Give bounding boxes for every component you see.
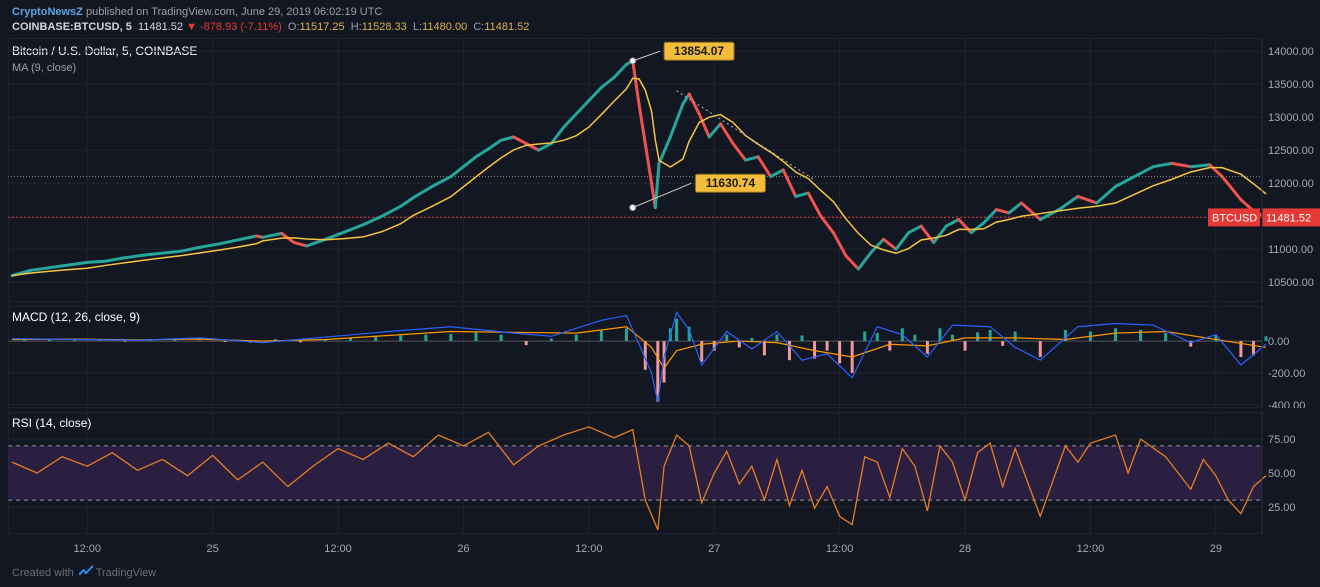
svg-text:13000.00: 13000.00	[1268, 112, 1314, 124]
rsi-pane-title: RSI (14, close)	[12, 416, 91, 430]
l-label: L:	[413, 21, 422, 33]
svg-text:26: 26	[457, 543, 469, 555]
svg-text:25: 25	[207, 543, 219, 555]
footer-credit: Created with TradingView	[12, 565, 156, 579]
svg-text:29: 29	[1210, 543, 1222, 555]
svg-text:25.00: 25.00	[1268, 502, 1296, 514]
svg-text:75.00: 75.00	[1268, 434, 1296, 446]
svg-text:11000.00: 11000.00	[1268, 244, 1313, 256]
ticker-interval: , 5	[120, 21, 132, 33]
svg-text:12:00: 12:00	[1077, 543, 1105, 555]
svg-text:13854.07: 13854.07	[674, 44, 724, 58]
ticker-line: COINBASE:BTCUSD, 5 11481.52 ▼ -878.93 (-…	[12, 21, 529, 33]
ticker-exchange: COINBASE:	[12, 21, 74, 33]
svg-text:50.00: 50.00	[1268, 468, 1296, 480]
c-value: 11481.52	[484, 21, 529, 33]
ticker-last: 11481.52	[138, 21, 183, 33]
svg-text:11630.74: 11630.74	[706, 176, 756, 190]
svg-text:12:00: 12:00	[826, 543, 854, 555]
svg-text:27: 27	[708, 543, 720, 555]
svg-text:0.00: 0.00	[1268, 336, 1289, 348]
price-chart[interactable]: 10500.0011000.0011500.0012000.0012500.00…	[8, 38, 1320, 302]
footer-brand: TradingView	[96, 567, 157, 579]
c-label: C:	[473, 21, 484, 33]
publish-line: CryptoNewsZ published on TradingView.com…	[12, 6, 382, 18]
svg-text:28: 28	[959, 543, 971, 555]
tradingview-logo-icon	[79, 565, 93, 579]
ticker-symbol: BTCUSD	[74, 21, 120, 33]
svg-text:-200.00: -200.00	[1268, 368, 1305, 380]
l-value: 11480.00	[422, 21, 467, 33]
h-value: 11528.33	[362, 21, 407, 33]
h-label: H:	[351, 21, 362, 33]
o-label: O:	[288, 21, 300, 33]
time-axis[interactable]: 12:00 25 12:00 26 12:00 27 12:00 28 12:00 29	[8, 538, 1320, 558]
footer-text: Created with	[12, 567, 74, 579]
svg-text:11481.52: 11481.52	[1266, 212, 1311, 224]
svg-text:10500.00: 10500.00	[1268, 277, 1314, 289]
o-value: 11517.25	[300, 21, 345, 33]
svg-text:BTCUSD: BTCUSD	[1212, 212, 1257, 224]
ticker-change: -878.93	[200, 21, 237, 33]
svg-text:12:00: 12:00	[575, 543, 603, 555]
svg-text:-400.00: -400.00	[1268, 400, 1305, 408]
publish-meta: published on TradingView.com, June 29, 2…	[86, 6, 382, 18]
rsi-chart[interactable]: 25.00 50.00 75.00	[8, 412, 1320, 534]
svg-text:12500.00: 12500.00	[1268, 145, 1314, 157]
chart-root: CryptoNewsZ published on TradingView.com…	[4, 4, 1316, 583]
svg-text:13500.00: 13500.00	[1268, 79, 1314, 91]
publisher: CryptoNewsZ	[12, 6, 83, 18]
macd-chart[interactable]: 0.00 -200.00 -400.00	[8, 306, 1320, 408]
macd-pane-title: MACD (12, 26, close, 9)	[12, 310, 140, 324]
svg-text:12:00: 12:00	[324, 543, 352, 555]
down-arrow-icon: ▼	[186, 21, 197, 33]
svg-text:12:00: 12:00	[73, 543, 101, 555]
svg-text:12000.00: 12000.00	[1268, 178, 1314, 190]
svg-text:14000.00: 14000.00	[1268, 46, 1314, 58]
ticker-change-pct: (-7.11%)	[240, 21, 281, 33]
